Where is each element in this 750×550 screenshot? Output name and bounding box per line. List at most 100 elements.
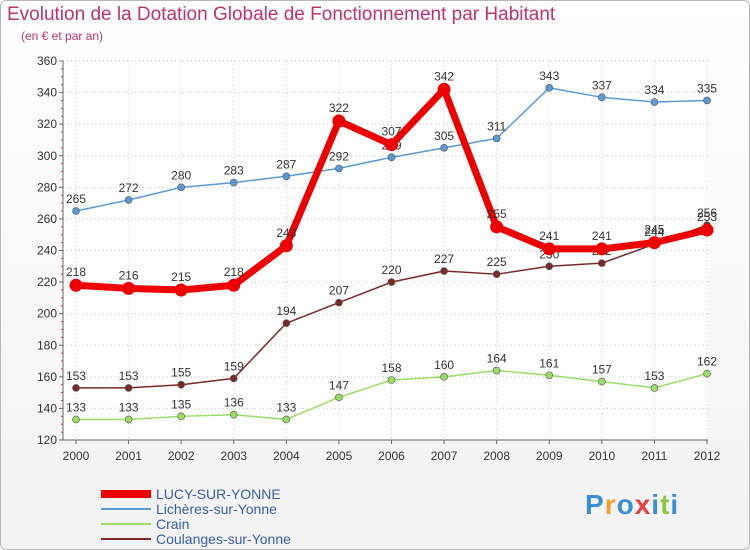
data-label: 136	[224, 396, 244, 410]
data-label: 161	[539, 356, 559, 370]
data-label: 133	[276, 400, 296, 414]
data-label: 256	[697, 206, 717, 220]
data-label: 283	[224, 164, 244, 178]
data-point	[177, 412, 185, 421]
data-point	[545, 84, 554, 92]
logo-letter: r	[604, 489, 617, 520]
data-label: 153	[119, 369, 139, 383]
legend: LUCY-SUR-YONNELichères-sur-YonneCrainCou…	[101, 486, 291, 547]
data-label: 225	[487, 255, 507, 269]
chart-subtitle: (en € et par an)	[21, 29, 104, 43]
logo-letter: o	[616, 489, 635, 520]
data-point	[492, 134, 501, 143]
data-label: 133	[66, 400, 86, 414]
data-point	[332, 114, 346, 128]
data-label: 241	[539, 229, 559, 243]
x-tick-label: 2011	[642, 449, 668, 463]
data-point	[490, 220, 504, 234]
data-label: 218	[66, 265, 86, 279]
series-3: 153153155159194207220227225230232244256	[66, 206, 717, 392]
data-label: 334	[644, 83, 664, 97]
data-point	[72, 207, 80, 215]
data-point	[279, 239, 293, 253]
logo-letter: i	[651, 489, 661, 520]
data-point	[598, 93, 606, 102]
data-label: 207	[329, 284, 349, 298]
data-point	[335, 298, 343, 307]
data-label: 243	[276, 226, 296, 240]
data-point	[124, 384, 133, 392]
data-label: 241	[592, 229, 612, 243]
data-label: 322	[329, 101, 349, 115]
data-label: 272	[119, 181, 139, 195]
data-label: 218	[224, 265, 244, 279]
data-label: 253	[697, 210, 717, 224]
y-tick-label: 220	[37, 275, 57, 289]
y-tick-label: 280	[37, 180, 57, 194]
x-tick-label: 2012	[694, 449, 721, 463]
logo-letter: i	[670, 489, 680, 520]
y-tick-label: 320	[37, 117, 57, 131]
y-tick-label: 200	[37, 307, 57, 321]
data-point	[282, 319, 291, 327]
x-tick-label: 2001	[115, 449, 142, 463]
data-point	[177, 183, 185, 192]
data-point	[700, 223, 714, 237]
x-tick-label: 2008	[483, 449, 510, 463]
data-label: 343	[539, 69, 559, 83]
data-point	[72, 415, 80, 424]
data-point	[282, 415, 291, 424]
data-label: 255	[487, 207, 507, 221]
logo-letter: x	[634, 489, 652, 520]
data-label: 307	[381, 125, 401, 139]
y-tick-label: 260	[37, 212, 57, 226]
data-label: 160	[434, 358, 454, 372]
data-label: 159	[224, 359, 244, 373]
data-point	[335, 164, 343, 173]
data-label: 311	[487, 119, 506, 133]
data-label: 133	[119, 400, 139, 414]
data-point	[122, 281, 136, 295]
data-point	[492, 366, 501, 375]
series-2: 133 133 135 136 133 147 158 160 164 161 157 153 162	[66, 352, 717, 424]
data-label: 292	[329, 149, 349, 163]
data-point	[124, 415, 133, 424]
x-tick-label: 2010	[588, 449, 615, 463]
data-label: 153	[644, 369, 664, 383]
data-label: 153	[66, 369, 86, 383]
y-tick-label: 360	[37, 54, 57, 68]
data-point	[492, 270, 501, 278]
data-label: 147	[329, 378, 349, 392]
y-tick-label: 300	[37, 149, 57, 163]
logo-letter: P	[585, 489, 605, 520]
y-tick-label: 120	[37, 433, 57, 447]
legend-label: Coulanges-sur-Yonne	[156, 531, 291, 547]
data-point	[282, 172, 291, 181]
data-label: 287	[276, 157, 296, 171]
x-tick-label: 2007	[431, 449, 458, 463]
logo-letter: t	[660, 489, 671, 520]
x-tick-label: 2002	[168, 449, 195, 463]
data-point	[177, 380, 185, 389]
data-label: 135	[171, 397, 191, 411]
data-point	[545, 371, 554, 380]
data-label: 244	[644, 225, 664, 239]
data-point	[387, 278, 396, 286]
data-label: 155	[171, 366, 191, 380]
data-label: 162	[697, 355, 717, 369]
y-tick-label: 140	[37, 401, 57, 415]
data-point	[703, 96, 711, 105]
data-point	[598, 377, 606, 386]
x-tick-label: 2004	[273, 449, 300, 463]
data-point	[440, 373, 448, 381]
legend-label: LUCY-SUR-YONNE	[156, 486, 281, 502]
data-label: 305	[434, 129, 454, 143]
data-label: 265	[66, 192, 86, 206]
x-tick-label: 2003	[220, 449, 247, 463]
proxiti-logo: Proxiti	[585, 489, 679, 521]
data-label: 245	[644, 223, 664, 237]
data-point	[650, 98, 659, 106]
data-label: 342	[434, 69, 454, 83]
data-point	[229, 178, 238, 187]
